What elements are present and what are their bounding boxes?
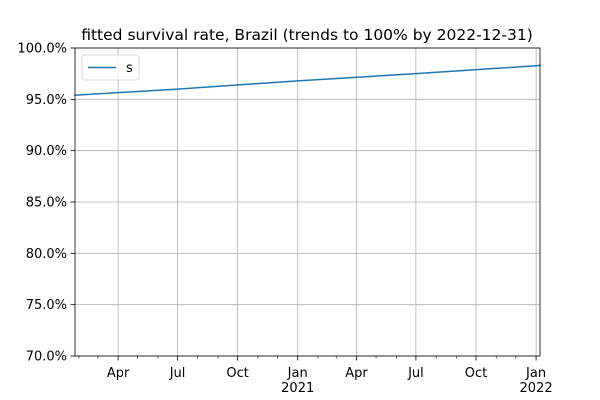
y-tick-label: 95.0% xyxy=(26,93,67,108)
y-tick-label: 85.0% xyxy=(26,196,67,211)
x-tick-label: Jul xyxy=(169,366,186,381)
grid xyxy=(75,47,540,357)
chart-title: fitted survival rate, Brazil (trends to … xyxy=(81,26,533,44)
y-tick-label: 100.0% xyxy=(17,42,67,57)
x-tick-label: Jan xyxy=(287,366,308,381)
y-tick-label: 75.0% xyxy=(26,298,67,313)
x-tick-year-label: 2022 xyxy=(520,381,553,396)
x-tick-label: Apr xyxy=(345,366,368,381)
y-tick-label: 70.0% xyxy=(26,350,67,365)
y-tick-label: 80.0% xyxy=(26,247,67,262)
y-tick-label: 90.0% xyxy=(26,144,67,159)
x-tick-label: Jan xyxy=(525,366,546,381)
series-line-s xyxy=(74,64,541,97)
series-layer xyxy=(74,64,541,97)
legend: s xyxy=(81,54,140,81)
x-tick-label: Oct xyxy=(465,366,487,381)
x-tick-label: Apr xyxy=(107,366,130,381)
x-tick-label: Oct xyxy=(226,366,248,381)
x-tick-label: Jul xyxy=(407,366,424,381)
x-tick-year-label: 2021 xyxy=(281,381,314,396)
legend-label-s: s xyxy=(126,61,133,76)
